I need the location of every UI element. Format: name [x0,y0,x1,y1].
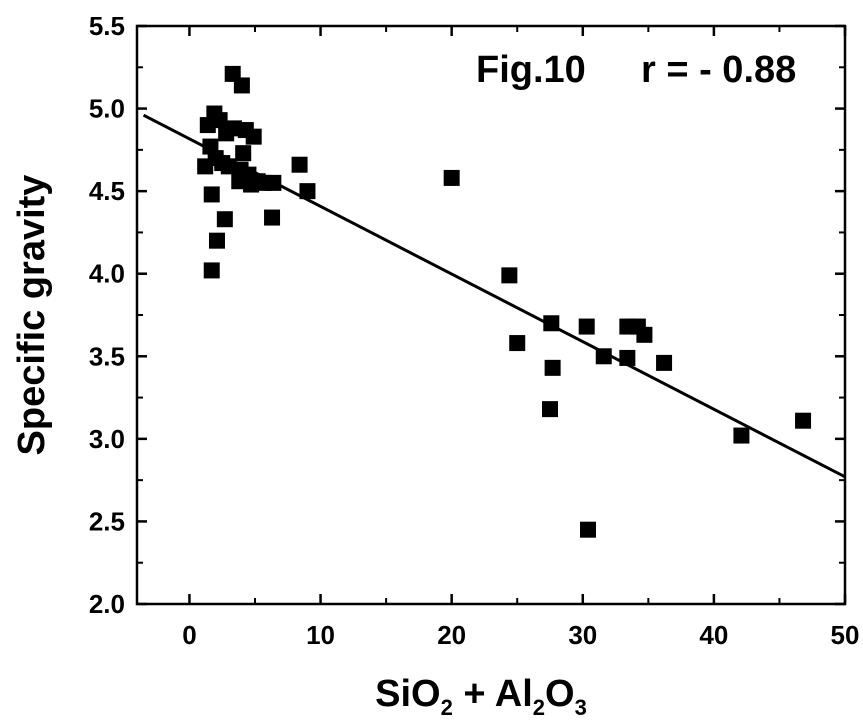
data-point [542,401,558,418]
y-tick-label: 5.0 [89,94,125,124]
x-axis-title-part: SiO [375,673,440,715]
data-point [636,326,653,343]
data-point [656,354,673,371]
data-point [216,211,233,228]
y-tick-label: 3.5 [89,341,125,371]
data-point [265,174,282,191]
correlation-label: r = - 0.88 [641,49,796,91]
data-point [544,359,561,376]
y-axis-title: Specific gravity [11,175,53,456]
data-point [733,427,750,444]
data-point [509,335,526,352]
data-point [595,348,612,365]
data-point [501,267,518,284]
x-axis-title-subscript: 3 [575,695,587,720]
x-tick-label: 20 [437,620,466,650]
data-point [235,145,252,162]
data-points [197,65,812,538]
x-tick-label: 10 [306,620,335,650]
data-point [264,209,281,226]
x-axis-title-part: O [545,673,575,715]
data-point [543,315,560,332]
data-point [291,156,308,173]
y-tick-label: 4.5 [89,176,125,206]
x-tick-label: 40 [699,620,728,650]
figure-label: Fig.10 [476,49,586,91]
data-point [208,232,225,249]
data-point [619,349,636,366]
data-point [233,77,250,94]
y-tick-label: 2.5 [89,506,125,536]
data-point [211,112,228,129]
x-axis-title-part: + Al [453,673,533,715]
data-point [795,412,812,429]
x-axis-title: SiO2 + Al2O3 [375,673,587,720]
x-axis-ticks: 0 10 20 30 40 50 [182,26,859,650]
data-point [580,521,597,538]
plot-frame [135,24,847,606]
x-tick-label: 0 [182,620,196,650]
y-tick-label: 3.0 [89,424,125,454]
data-point [578,318,595,335]
data-point [299,183,316,200]
y-tick-label: 5.5 [89,11,125,41]
data-point [203,262,220,279]
x-tick-label: 50 [831,620,860,650]
data-point [245,128,262,145]
y-tick-label: 2.0 [89,589,125,619]
data-point [443,169,460,186]
data-point [203,186,220,203]
y-axis-ticks: 2.0 2.5 3.0 3.5 4.0 4.5 5.0 5.5 [89,11,845,619]
x-axis-title-subscript: 2 [533,695,545,720]
x-axis-title-subscript: 2 [441,695,453,720]
y-tick-label: 4.0 [89,259,125,289]
x-tick-label: 30 [568,620,597,650]
